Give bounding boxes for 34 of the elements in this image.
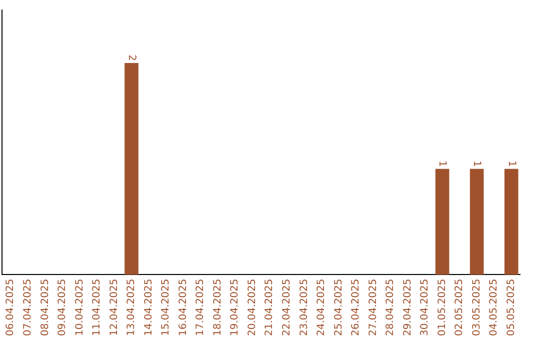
x-tick-label: 15.04.2025	[160, 278, 172, 336]
x-tick-label: 27.04.2025	[368, 278, 379, 336]
data-label: 1	[506, 160, 517, 167]
x-tick-label: 26.04.2025	[350, 278, 362, 336]
x-tick-label: 14.04.2025	[143, 278, 154, 336]
x-tick-label: 11.04.2025	[92, 278, 103, 336]
x-tick-label: 16.04.2025	[178, 278, 189, 336]
data-label: 2	[126, 54, 137, 61]
x-tick-label: 04.05.2025	[488, 278, 500, 336]
data-label: 1	[471, 160, 482, 167]
x-tick-label: 01.05.2025	[436, 278, 448, 336]
x-tick-label: 05.05.2025	[506, 278, 517, 336]
x-tick-label: 10.04.2025	[74, 278, 86, 336]
x-tick-label: 30.04.2025	[420, 278, 431, 336]
x-tick-label: 24.04.2025	[316, 278, 328, 336]
x-tick-label: 12.04.2025	[108, 278, 120, 336]
x-tick-label: 08.04.2025	[40, 278, 51, 336]
x-tick-label: 25.04.2025	[333, 278, 344, 336]
x-tick-label: 17.04.2025	[195, 278, 206, 336]
data-label: 1	[436, 160, 448, 167]
x-tick-label: 18.04.2025	[212, 278, 224, 336]
x-tick-label: 22.04.2025	[281, 278, 292, 336]
x-tick-label: 20.04.2025	[246, 278, 258, 336]
x-tick-label: 06.04.2025	[5, 278, 16, 336]
x-tick-label: 09.04.2025	[57, 278, 68, 336]
x-tick-label: 02.05.2025	[454, 278, 466, 336]
x-tick-label: 23.04.2025	[298, 278, 310, 336]
x-tick-label: 07.04.2025	[22, 278, 34, 336]
x-tick-label: 21.04.2025	[264, 278, 276, 336]
x-tick-label: 13.04.2025	[126, 278, 138, 336]
x-tick-label: 28.04.2025	[385, 278, 396, 336]
x-tick-label: 29.04.2025	[402, 278, 414, 336]
x-tick-label: 19.04.2025	[230, 278, 241, 336]
x-tick-label: 03.05.2025	[471, 278, 482, 336]
